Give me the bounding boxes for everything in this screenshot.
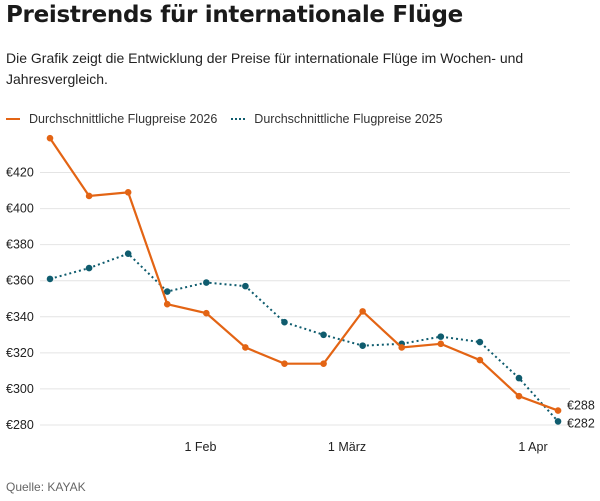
source: Quelle: KAYAK [6, 480, 86, 494]
end-label-2025: €282 [567, 416, 595, 430]
y-tick-label: €360 [6, 274, 34, 288]
x-tick-label: 1 März [328, 440, 366, 454]
data-point [437, 340, 445, 348]
subtitle: Die Grafik zeigt die Entwicklung der Pre… [6, 50, 524, 87]
data-point [124, 189, 132, 196]
data-point [320, 360, 327, 367]
y-tick-label: €320 [6, 346, 34, 360]
legend-label-2025: Durchschnittliche Flugpreise 2025 [254, 112, 443, 126]
data-point [554, 407, 562, 414]
y-tick-label: €280 [6, 418, 34, 432]
data-point [437, 333, 445, 340]
data-point [281, 318, 288, 326]
x-tick-label: 1 Apr [518, 440, 547, 454]
data-point [46, 134, 54, 142]
data-point [203, 309, 210, 317]
data-point [320, 331, 327, 339]
data-point [163, 288, 171, 295]
data-point [163, 300, 171, 308]
data-point [242, 282, 249, 290]
y-tick-label: €300 [6, 382, 34, 396]
data-point [46, 275, 54, 283]
legend-swatch-2026 [6, 118, 20, 120]
x-tick-label: 1 Feb [184, 440, 216, 454]
y-tick-label: €380 [6, 238, 34, 252]
series-line-2026 [49, 137, 559, 412]
data-point [242, 344, 249, 351]
data-point [476, 338, 484, 346]
data-point [124, 250, 132, 257]
series-line-2025 [49, 252, 559, 423]
data-point [359, 308, 366, 315]
data-point [281, 360, 288, 367]
data-point [85, 192, 93, 200]
data-point [515, 392, 523, 400]
end-label-2026: €288 [567, 399, 595, 413]
data-point [515, 374, 523, 382]
legend-swatch-2025 [231, 118, 246, 120]
data-point [359, 342, 366, 349]
legend: Durchschnittliche Flugpreise 2026 Durchs… [6, 112, 443, 126]
data-point [398, 344, 406, 351]
page-title: Preistrends für internationale Flüge [6, 2, 463, 28]
data-point [203, 279, 210, 286]
y-tick-label: €340 [6, 310, 34, 324]
y-tick-label: €400 [6, 202, 34, 216]
data-point [476, 356, 484, 364]
data-point [85, 264, 93, 272]
legend-label-2026: Durchschnittliche Flugpreise 2026 [29, 112, 218, 126]
data-point [554, 418, 562, 425]
y-tick-label: €420 [6, 165, 34, 179]
